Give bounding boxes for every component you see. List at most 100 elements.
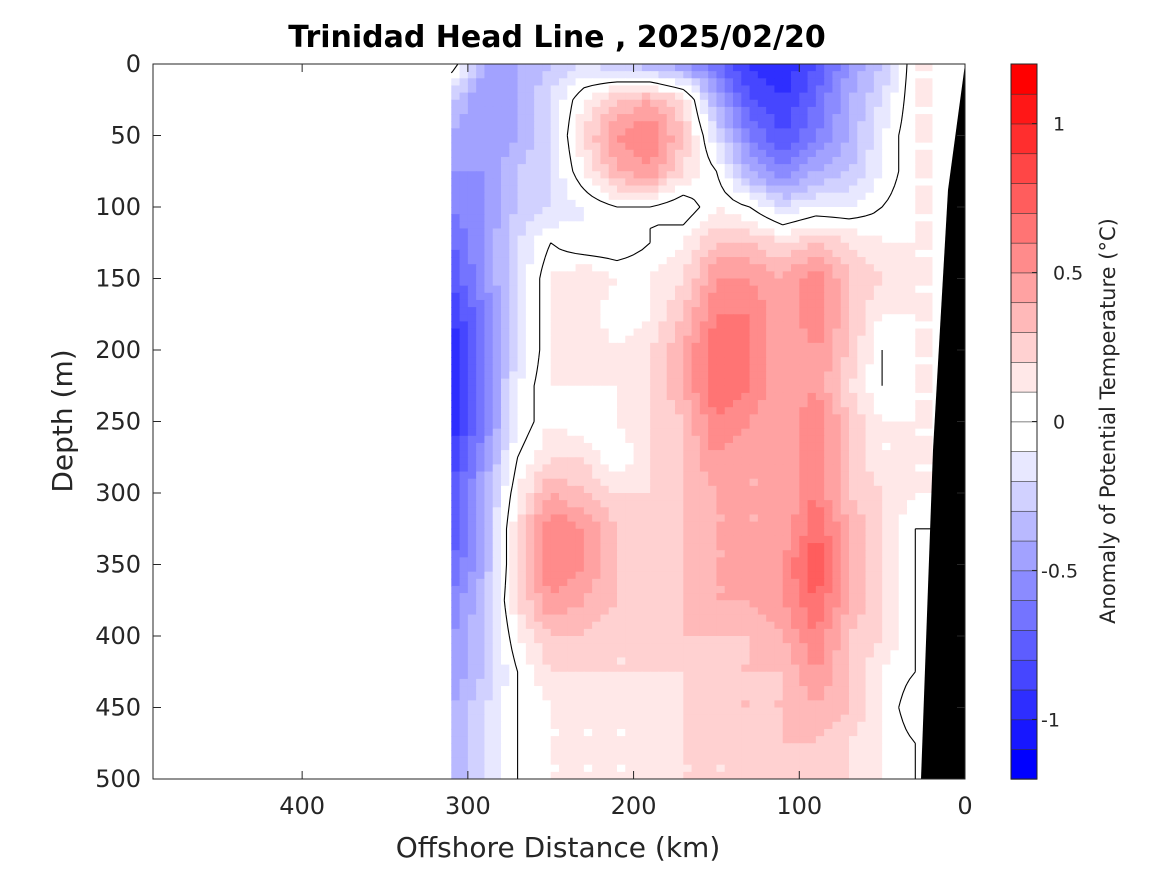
- field-cell: [650, 314, 660, 322]
- field-cell: [608, 442, 618, 451]
- field-cell: [733, 643, 742, 651]
- field-cell: [840, 435, 850, 444]
- field-cell: [708, 192, 718, 201]
- field-cell: [832, 114, 842, 122]
- field-cell: [517, 385, 527, 394]
- field-cell: [782, 156, 792, 165]
- field-cell: [824, 99, 834, 108]
- field-cell: [865, 664, 875, 673]
- field-cell: [484, 664, 494, 673]
- field-cell: [501, 307, 510, 315]
- field-cell: [807, 528, 817, 537]
- field-cell: [567, 657, 577, 666]
- field-cell: [534, 385, 544, 394]
- field-cell: [699, 357, 709, 365]
- field-cell: [509, 557, 519, 566]
- field-cell: [476, 178, 486, 187]
- field-cell: [525, 114, 535, 122]
- field-cell: [691, 242, 701, 251]
- field-cell: [774, 199, 784, 208]
- field-cell: [741, 314, 751, 322]
- field-cell: [583, 99, 593, 108]
- field-cell: [766, 278, 776, 287]
- field-cell: [467, 621, 477, 630]
- field-cell: [459, 271, 469, 280]
- field-cell: [923, 171, 933, 179]
- field-cell: [807, 350, 817, 358]
- field-cell: [749, 78, 759, 87]
- field-cell: [873, 207, 883, 215]
- field-cell: [757, 450, 767, 458]
- field-cell: [525, 607, 535, 616]
- field-cell: [782, 414, 792, 423]
- field-cell: [567, 78, 577, 87]
- field-cell: [832, 485, 842, 494]
- field-cell: [625, 485, 635, 494]
- field-cell: [534, 156, 544, 165]
- field-cell: [451, 521, 461, 530]
- field-cell: [782, 500, 792, 508]
- field-cell: [625, 457, 635, 465]
- field-cell: [592, 457, 602, 465]
- field-cell: [915, 614, 925, 623]
- field-cell: [501, 614, 510, 623]
- field-cell: [608, 164, 618, 172]
- field-cell: [575, 414, 585, 423]
- field-cell: [575, 514, 585, 523]
- field-cell: [625, 171, 635, 179]
- field-cell: [873, 500, 883, 508]
- field-cell: [915, 156, 925, 165]
- field-cell: [882, 357, 892, 365]
- field-cell: [675, 242, 684, 251]
- field-cell: [625, 92, 635, 101]
- field-cell: [575, 643, 585, 651]
- field-cell: [782, 135, 792, 144]
- field-cell: [467, 228, 477, 237]
- field-cell: [517, 428, 527, 437]
- field-cell: [617, 364, 626, 373]
- field-cell: [542, 578, 552, 587]
- field-cell: [683, 535, 693, 544]
- field-cell: [782, 650, 792, 659]
- field-cell: [675, 535, 684, 544]
- field-cell: [741, 156, 751, 165]
- field-cell: [849, 142, 858, 151]
- field-cell: [675, 657, 684, 666]
- field-cell: [592, 328, 602, 337]
- field-cell: [592, 149, 602, 158]
- field-cell: [492, 221, 502, 230]
- field-cell: [857, 164, 867, 172]
- field-cell: [517, 550, 527, 558]
- field-cell: [882, 364, 892, 373]
- field-cell: [583, 299, 593, 308]
- field-cell: [815, 164, 825, 172]
- field-cell: [559, 371, 568, 380]
- field-cell: [915, 292, 925, 301]
- field-cell: [559, 600, 568, 608]
- field-cell: [691, 235, 701, 244]
- field-cell: [699, 214, 709, 222]
- field-cell: [733, 128, 742, 137]
- field-cell: [459, 435, 469, 444]
- field-cell: [509, 414, 519, 423]
- field-cell: [525, 257, 535, 265]
- field-cell: [791, 299, 800, 308]
- field-cell: [890, 99, 900, 108]
- field-cell: [534, 78, 544, 87]
- field-cell: [749, 428, 759, 437]
- field-cell: [915, 550, 925, 558]
- field-cell: [509, 378, 519, 387]
- field-cell: [849, 278, 858, 287]
- field-cell: [840, 571, 850, 580]
- field-cell: [567, 500, 577, 508]
- field-cell: [807, 149, 817, 158]
- field-cell: [633, 235, 643, 244]
- field-cell: [608, 657, 618, 666]
- field-cell: [741, 614, 751, 623]
- field-cell: [757, 249, 767, 258]
- field-cell: [882, 221, 892, 230]
- field-cell: [832, 385, 842, 394]
- field-cell: [608, 407, 618, 415]
- field-cell: [699, 621, 709, 630]
- field-cell: [517, 500, 527, 508]
